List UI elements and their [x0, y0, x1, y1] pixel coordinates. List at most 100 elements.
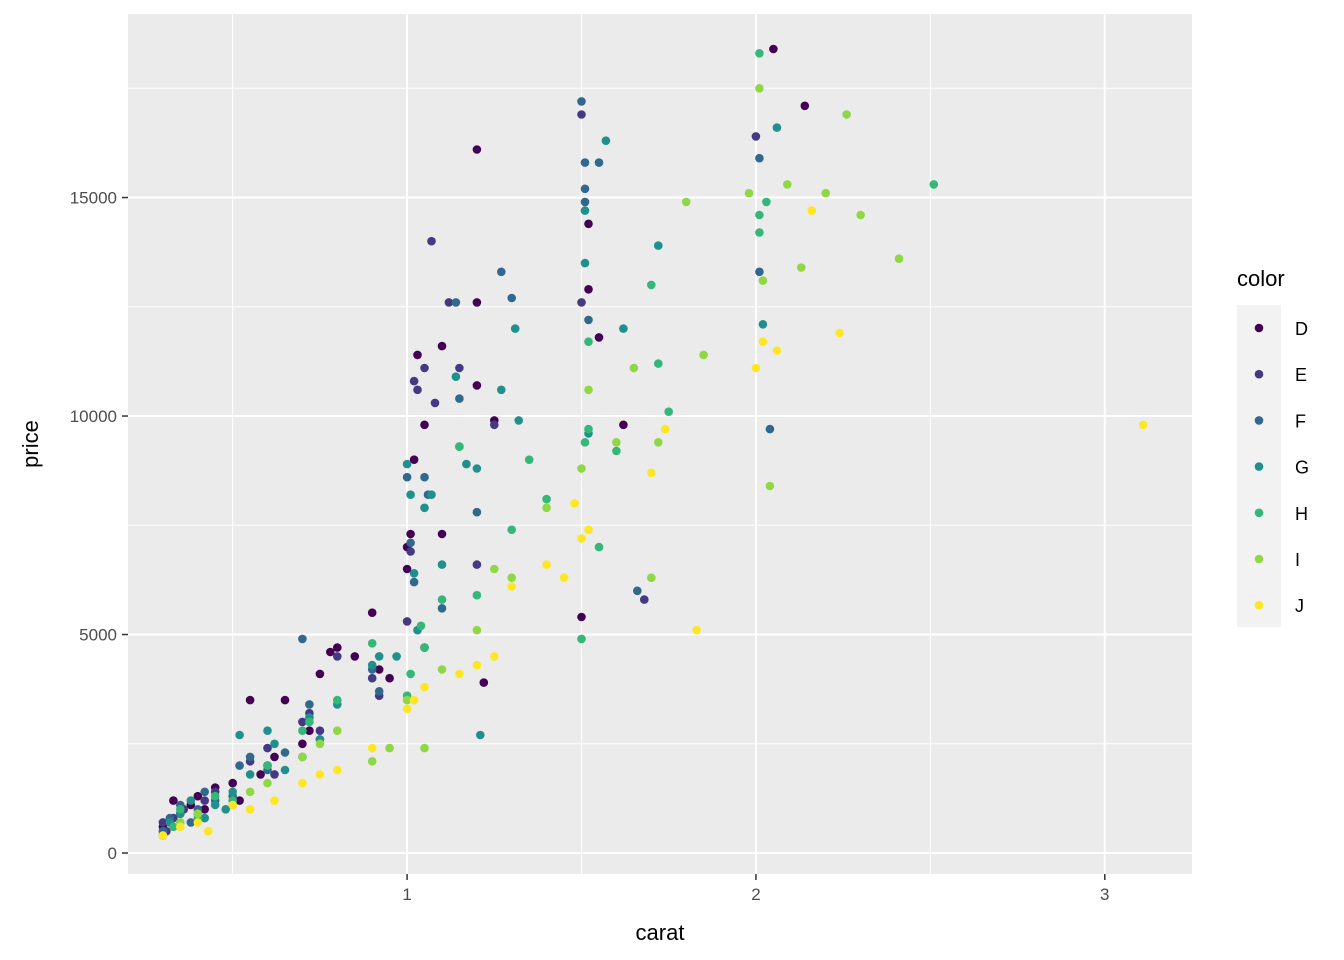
legend-entry: I: [1254, 550, 1300, 570]
data-point: [176, 822, 185, 832]
legend-label: F: [1295, 411, 1306, 431]
data-point: [507, 525, 516, 534]
data-point: [514, 416, 523, 425]
data-point: [420, 682, 429, 692]
data-point: [200, 813, 209, 823]
data-point: [660, 424, 670, 434]
data-point: [245, 752, 255, 762]
data-point: [409, 695, 419, 705]
data-point: [584, 219, 593, 229]
data-point: [542, 494, 551, 504]
data-point: [158, 818, 168, 827]
y-tick-label: 15000: [70, 189, 117, 208]
data-point: [584, 285, 593, 294]
data-point: [472, 560, 482, 569]
data-point: [821, 188, 830, 198]
data-point: [409, 569, 419, 578]
data-point: [413, 385, 422, 395]
data-point: [744, 188, 754, 198]
legend-label: G: [1295, 458, 1309, 478]
data-point: [270, 739, 279, 749]
data-point: [594, 158, 604, 167]
data-point: [367, 757, 377, 766]
data-point: [200, 796, 209, 805]
data-point: [298, 739, 307, 749]
legend-key: [1254, 369, 1264, 379]
data-point: [476, 730, 485, 740]
data-point: [490, 564, 499, 574]
x-tick-label: 3: [1100, 885, 1109, 904]
data-point: [755, 228, 764, 237]
data-point: [402, 695, 412, 705]
data-point: [169, 796, 178, 805]
data-point: [298, 634, 307, 644]
legend-entry: E: [1254, 365, 1307, 385]
data-point: [490, 652, 499, 661]
data-point: [601, 136, 611, 145]
y-tick-label: 5000: [79, 626, 117, 645]
data-point: [245, 805, 255, 814]
data-point: [654, 241, 663, 250]
legend-entry: H: [1254, 504, 1308, 524]
data-point: [333, 765, 342, 775]
data-point: [305, 726, 314, 735]
data-point: [758, 276, 768, 285]
data-point: [298, 752, 307, 762]
data-point: [315, 739, 325, 749]
data-point: [420, 420, 429, 430]
data-point: [420, 363, 429, 373]
data-point: [420, 503, 429, 513]
data-point: [367, 608, 377, 617]
data-point: [755, 267, 764, 277]
data-point: [580, 184, 590, 194]
data-point: [350, 652, 360, 661]
data-point: [315, 669, 325, 679]
data-point: [333, 643, 342, 652]
legend-entry: G: [1254, 458, 1309, 478]
data-point: [270, 752, 279, 762]
data-point: [580, 438, 590, 447]
data-point: [640, 595, 649, 604]
legend-key: [1254, 462, 1264, 471]
data-point: [270, 796, 279, 805]
legend: color D E F G H I J: [1237, 266, 1309, 627]
data-point: [455, 394, 464, 403]
data-point: [367, 673, 377, 683]
legend-title: color: [1237, 266, 1285, 291]
data-point: [409, 376, 419, 386]
data-point: [699, 350, 708, 360]
data-point: [367, 639, 377, 648]
legend-key: [1254, 416, 1264, 425]
legend-key: [1254, 600, 1264, 610]
data-point: [430, 398, 440, 408]
legend-label: D: [1295, 319, 1308, 339]
data-point: [451, 372, 461, 382]
data-point: [462, 459, 471, 469]
data-point: [594, 333, 604, 342]
data-point: [755, 49, 764, 58]
data-point: [305, 700, 314, 709]
data-point: [176, 805, 185, 814]
data-point: [451, 298, 461, 307]
data-point: [203, 826, 213, 836]
data-point: [769, 44, 778, 54]
data-point: [783, 180, 792, 189]
data-point: [472, 298, 482, 307]
data-point: [409, 455, 419, 465]
data-point: [510, 324, 520, 333]
x-tick-label: 2: [751, 885, 760, 904]
data-point: [406, 547, 415, 556]
data-point: [800, 101, 810, 111]
data-point: [455, 442, 464, 451]
legend-label: E: [1295, 365, 1307, 385]
data-point: [298, 717, 307, 727]
y-tick-label: 0: [108, 844, 117, 863]
data-point: [577, 534, 586, 543]
legend-entry: F: [1254, 411, 1306, 431]
data-point: [437, 595, 447, 604]
data-point: [437, 665, 447, 674]
legend-label: J: [1295, 596, 1304, 616]
data-point: [263, 743, 272, 753]
data-point: [298, 726, 307, 735]
